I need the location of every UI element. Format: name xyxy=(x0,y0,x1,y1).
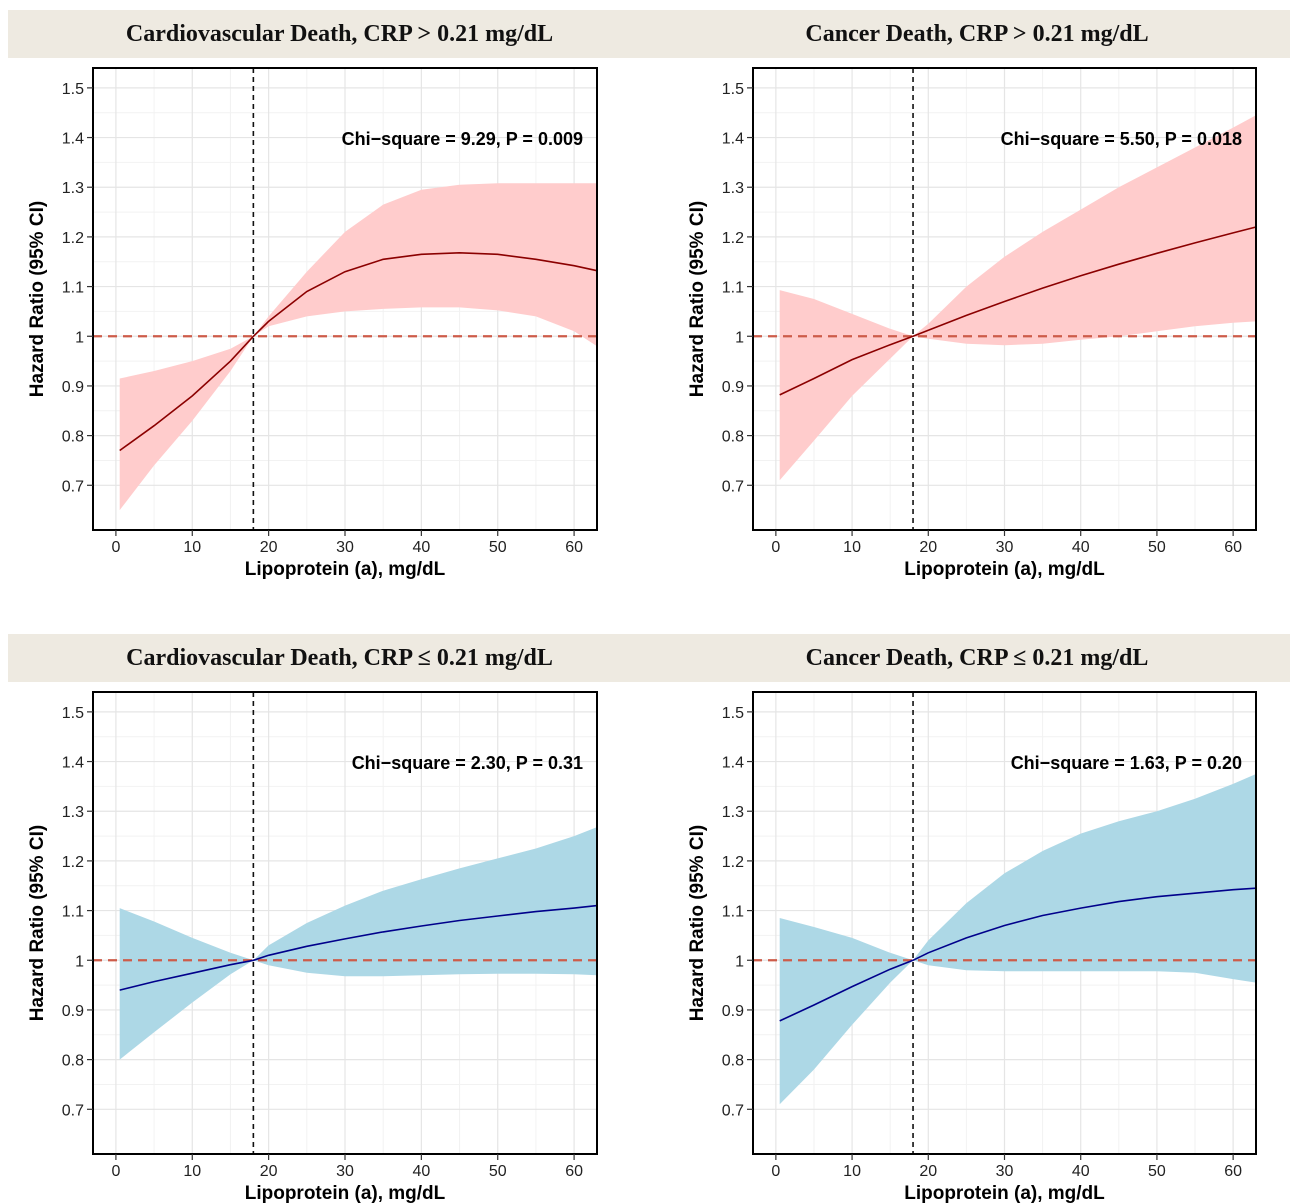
hazard-ratio-curve xyxy=(119,251,598,452)
x-tick-label: 10 xyxy=(843,1163,861,1180)
y-axis-label: Hazard Ratio (95% CI) xyxy=(27,825,48,1021)
y-tick-label: 1.5 xyxy=(722,705,744,722)
y-tick-label: 0.9 xyxy=(722,1003,744,1020)
y-tick-label: 1.2 xyxy=(722,230,744,247)
hazard-ratio-curve xyxy=(779,226,1257,396)
x-tick-label: 0 xyxy=(771,539,780,556)
x-tick-label: 20 xyxy=(260,539,278,556)
y-tick-label: 1.2 xyxy=(722,854,744,871)
y-tick-label: 1.4 xyxy=(722,131,744,148)
y-tick-label: 0.7 xyxy=(62,478,84,495)
x-tick-label: 0 xyxy=(111,539,120,556)
y-tick-label: 1.5 xyxy=(62,81,84,98)
y-tick-label: 1 xyxy=(75,953,84,970)
chi-square-annotation: Chi−square = 9.29, P = 0.009 xyxy=(342,129,583,149)
x-tick-label: 40 xyxy=(412,539,430,556)
bottom-title-bar: Cardiovascular Death, CRP ≤ 0.21 mg/dL C… xyxy=(8,634,1290,682)
panel-title-cvd-high-crp: Cardiovascular Death, CRP > 0.21 mg/dL xyxy=(125,21,554,47)
x-axis-label: Lipoprotein (a), mg/dL xyxy=(245,559,446,580)
y-tick-label: 0.8 xyxy=(722,1053,744,1070)
panel-title-cancer-high-crp: Cancer Death, CRP > 0.21 mg/dL xyxy=(805,21,1149,47)
x-axis-label: Lipoprotein (a), mg/dL xyxy=(904,559,1105,580)
hazard-ratio-curve xyxy=(119,904,598,991)
y-tick-label: 1.3 xyxy=(722,180,744,197)
y-tick-label: 1.4 xyxy=(62,131,84,148)
x-tick-label: 30 xyxy=(996,539,1014,556)
x-tick-label: 50 xyxy=(1148,1163,1166,1180)
chi-square-annotation: Chi−square = 2.30, P = 0.31 xyxy=(352,753,583,773)
y-tick-label: 0.9 xyxy=(62,1003,84,1020)
x-tick-label: 30 xyxy=(336,539,354,556)
y-tick-label: 1.1 xyxy=(722,280,744,297)
x-tick-label: 40 xyxy=(1072,539,1090,556)
y-tick-label: 1.4 xyxy=(62,755,84,772)
y-tick-label: 1.5 xyxy=(62,705,84,722)
x-tick-label: 20 xyxy=(919,539,937,556)
y-tick-label: 1.1 xyxy=(62,904,84,921)
y-tick-label: 0.7 xyxy=(62,1102,84,1119)
hazard-ratio-curve xyxy=(779,887,1257,1022)
x-tick-label: 30 xyxy=(336,1163,354,1180)
y-tick-label: 1.4 xyxy=(722,755,744,772)
y-tick-label: 0.8 xyxy=(62,1053,84,1070)
x-tick-label: 20 xyxy=(260,1163,278,1180)
x-tick-label: 40 xyxy=(412,1163,430,1180)
y-tick-label: 1.3 xyxy=(62,180,84,197)
y-tick-label: 1.1 xyxy=(722,904,744,921)
y-axis-label: Hazard Ratio (95% CI) xyxy=(27,201,48,397)
x-tick-label: 0 xyxy=(771,1163,780,1180)
x-tick-label: 60 xyxy=(565,1163,583,1180)
chi-square-annotation: Chi−square = 1.63, P = 0.20 xyxy=(1011,753,1242,773)
x-axis-label: Lipoprotein (a), mg/dL xyxy=(904,1183,1105,1203)
y-tick-label: 1.3 xyxy=(62,804,84,821)
x-tick-label: 10 xyxy=(183,539,201,556)
x-tick-label: 20 xyxy=(919,1163,937,1180)
y-tick-label: 0.8 xyxy=(62,429,84,446)
y-tick-label: 1.1 xyxy=(62,280,84,297)
x-tick-label: 60 xyxy=(565,539,583,556)
x-tick-label: 50 xyxy=(489,539,507,556)
x-tick-label: 10 xyxy=(843,539,861,556)
y-tick-label: 0.8 xyxy=(722,429,744,446)
y-axis-label: Hazard Ratio (95% CI) xyxy=(687,825,708,1021)
x-axis-label: Lipoprotein (a), mg/dL xyxy=(245,1183,446,1203)
y-axis-label: Hazard Ratio (95% CI) xyxy=(687,201,708,397)
x-tick-label: 50 xyxy=(1148,539,1166,556)
y-tick-label: 0.7 xyxy=(722,1102,744,1119)
y-tick-label: 0.9 xyxy=(722,379,744,396)
y-tick-label: 1.5 xyxy=(722,81,744,98)
panel-title-cancer-low-crp: Cancer Death, CRP ≤ 0.21 mg/dL xyxy=(805,645,1149,671)
y-tick-label: 0.7 xyxy=(722,478,744,495)
y-tick-label: 1.2 xyxy=(62,854,84,871)
y-tick-label: 1 xyxy=(735,953,744,970)
chi-square-annotation: Chi−square = 5.50, P = 0.018 xyxy=(1001,129,1242,149)
confidence-band xyxy=(119,183,597,511)
confidence-band xyxy=(779,115,1256,481)
y-tick-label: 1 xyxy=(735,329,744,346)
y-tick-label: 1.3 xyxy=(722,804,744,821)
y-tick-label: 0.9 xyxy=(62,379,84,396)
x-tick-label: 60 xyxy=(1224,539,1242,556)
confidence-band xyxy=(119,827,597,1060)
confidence-band xyxy=(779,774,1256,1105)
x-tick-label: 30 xyxy=(996,1163,1014,1180)
x-tick-label: 0 xyxy=(111,1163,120,1180)
x-tick-label: 60 xyxy=(1224,1163,1242,1180)
y-tick-label: 1 xyxy=(75,329,84,346)
x-tick-label: 10 xyxy=(183,1163,201,1180)
x-tick-label: 50 xyxy=(489,1163,507,1180)
top-title-bar: Cardiovascular Death, CRP > 0.21 mg/dL C… xyxy=(8,10,1290,58)
panel-title-cvd-low-crp: Cardiovascular Death, CRP ≤ 0.21 mg/dL xyxy=(126,645,553,671)
x-tick-label: 40 xyxy=(1072,1163,1090,1180)
y-tick-label: 1.2 xyxy=(62,230,84,247)
